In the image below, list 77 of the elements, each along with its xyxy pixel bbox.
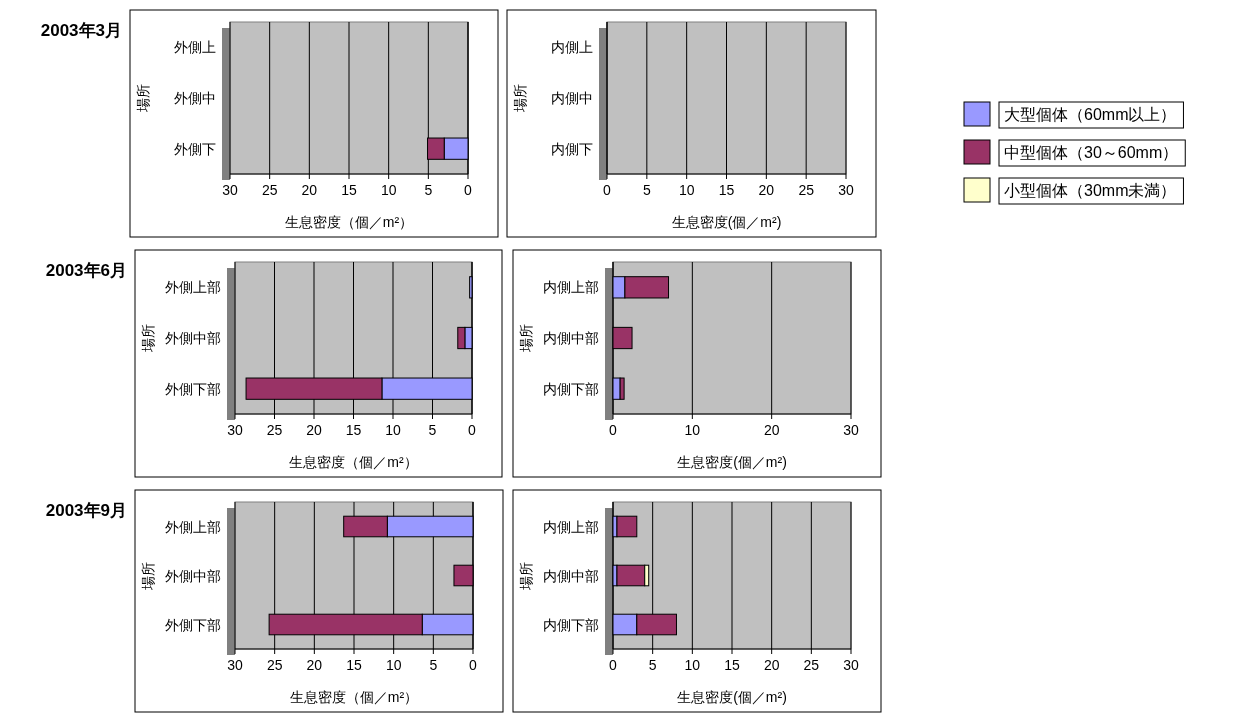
x-tick-label: 0 xyxy=(469,657,478,673)
y-axis-title: 場所 xyxy=(140,324,156,353)
y-axis-title: 場所 xyxy=(140,561,156,591)
y-axis-title: 場所 xyxy=(518,561,534,591)
x-tick-label: 0 xyxy=(603,182,612,198)
x-tick-label: 0 xyxy=(609,422,618,438)
y-tick-label: 外側下部 xyxy=(165,380,221,397)
y-tick-label: 外側上 xyxy=(174,39,216,56)
x-tick-label: 25 xyxy=(266,422,283,438)
x-tick-label: 20 xyxy=(763,422,780,438)
x-tick-label: 0 xyxy=(609,657,618,673)
y-tick-label: 内側中部 xyxy=(543,567,599,584)
x-tick-label: 15 xyxy=(341,182,357,198)
y-tick-label: 内側上 xyxy=(551,39,593,56)
x-tick-label: 20 xyxy=(758,182,775,198)
x-axis-title: 生息密度（個／m²） xyxy=(284,214,414,230)
bar xyxy=(616,564,646,587)
bar xyxy=(616,515,638,538)
x-tick-label: 10 xyxy=(684,422,701,438)
text: 2003年3月 xyxy=(40,21,122,40)
y-tick-label: 外側中 xyxy=(174,90,216,106)
x-axis-title: 生息密度(個／m²) xyxy=(677,689,787,705)
text: 2003年9月 xyxy=(45,501,127,520)
x-axis-title: 生息密度(個／m²) xyxy=(671,214,782,230)
x-tick-label: 10 xyxy=(385,422,401,438)
y-tick-label: 内側中 xyxy=(551,90,593,106)
x-tick-label: 20 xyxy=(763,657,780,673)
x-tick-label: 5 xyxy=(648,657,657,673)
legend-label: 小型個体（30mm未満） xyxy=(1004,182,1177,199)
x-tick-label: 0 xyxy=(464,182,473,198)
y-axis-title: 場所 xyxy=(135,84,151,113)
x-tick-label: 20 xyxy=(306,657,323,673)
y-tick-label: 外側下 xyxy=(174,140,216,157)
x-tick-label: 30 xyxy=(838,182,854,198)
x-tick-label: 10 xyxy=(385,657,402,673)
x-tick-label: 30 xyxy=(227,657,243,673)
y-tick-label: 内側下 xyxy=(551,140,593,157)
x-tick-label: 20 xyxy=(301,182,318,198)
x-tick-label: 10 xyxy=(684,657,701,673)
y-tick-label: 外側中部 xyxy=(165,330,221,346)
y-tick-label: 外側上部 xyxy=(165,279,221,296)
x-tick-label: 15 xyxy=(718,182,735,198)
x-tick-label: 10 xyxy=(678,182,695,198)
x-tick-label: 0 xyxy=(468,422,477,438)
x-axis-title: 生息密度（個／m²） xyxy=(289,689,419,705)
y-tick-label: 内側下部 xyxy=(543,616,599,633)
legend-label: 中型個体（30～60mm） xyxy=(1004,144,1179,161)
x-tick-label: 5 xyxy=(429,657,438,673)
x-tick-label: 15 xyxy=(346,657,362,673)
y-axis-title: 場所 xyxy=(518,324,534,353)
y-axis-title: 場所 xyxy=(512,84,528,113)
x-tick-label: 15 xyxy=(345,422,362,438)
y-tick-label: 内側上部 xyxy=(543,279,599,296)
x-tick-label: 10 xyxy=(380,182,397,198)
x-tick-label: 25 xyxy=(261,182,278,198)
y-tick-label: 外側上部 xyxy=(165,518,221,535)
y-tick-label: 内側下部 xyxy=(543,380,599,397)
y-tick-label: 内側上部 xyxy=(543,518,599,535)
x-tick-label: 5 xyxy=(642,182,651,198)
y-tick-label: 外側下部 xyxy=(165,616,221,633)
legend-label: 大型個体（60mm以上） xyxy=(1004,106,1177,123)
x-tick-label: 30 xyxy=(843,422,859,438)
x-tick-label: 25 xyxy=(798,182,815,198)
x-tick-label: 15 xyxy=(724,657,740,673)
x-tick-label: 25 xyxy=(266,657,283,673)
x-tick-label: 30 xyxy=(843,657,859,673)
x-tick-label: 5 xyxy=(428,422,437,438)
x-tick-label: 30 xyxy=(227,422,243,438)
y-tick-label: 外側中部 xyxy=(165,567,221,584)
x-axis-title: 生息密度(個／m²) xyxy=(677,454,787,470)
x-tick-label: 30 xyxy=(222,182,238,198)
x-tick-label: 5 xyxy=(424,182,433,198)
text: 2003年6月 xyxy=(45,261,127,280)
x-tick-label: 20 xyxy=(306,422,322,438)
y-tick-label: 内側中部 xyxy=(543,330,599,346)
x-tick-label: 25 xyxy=(803,657,820,673)
x-axis-title: 生息密度（個／m²） xyxy=(289,454,418,470)
